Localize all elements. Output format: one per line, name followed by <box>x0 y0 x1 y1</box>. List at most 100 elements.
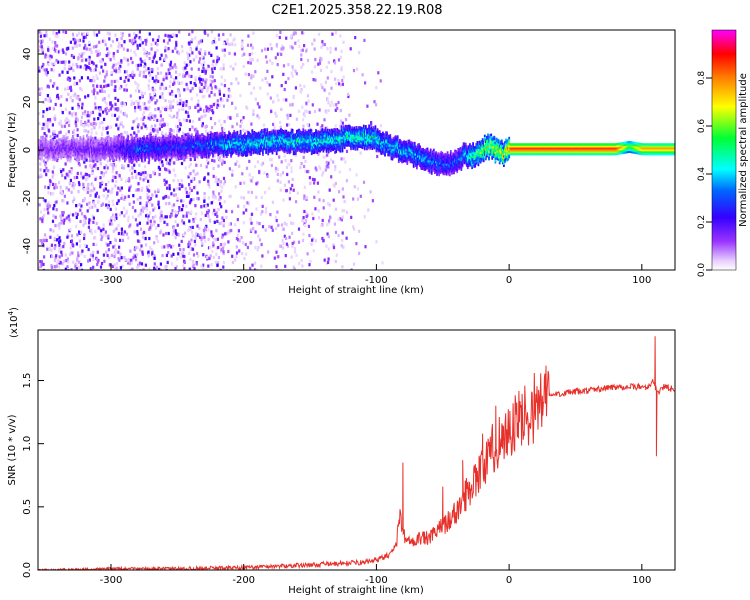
heatmap-cell <box>167 148 170 151</box>
heatmap-cell <box>221 127 224 131</box>
heatmap-cell <box>145 54 149 58</box>
heatmap-cell <box>40 149 42 152</box>
heatmap-cell <box>89 142 91 145</box>
heatmap-cell <box>217 245 220 250</box>
heatmap-cell <box>53 81 56 86</box>
heatmap-cell <box>69 227 72 232</box>
heatmap-cell <box>171 105 174 109</box>
heatmap-cell <box>184 133 187 137</box>
heatmap-cell <box>188 134 191 138</box>
heatmap-cell <box>304 220 308 224</box>
heatmap-cell <box>84 35 87 39</box>
heatmap-cell <box>101 151 104 154</box>
heatmap-cell <box>154 114 157 118</box>
heatmap-cell <box>245 166 249 170</box>
heatmap-cell <box>321 124 324 128</box>
heatmap-cell <box>67 188 70 192</box>
heatmap-cell <box>159 154 161 157</box>
heatmap-cell <box>99 181 102 186</box>
heatmap-cell <box>57 139 59 142</box>
heatmap-cell <box>110 139 112 142</box>
heatmap-cell <box>60 170 63 174</box>
heatmap-cell <box>166 260 169 265</box>
heatmap-cell <box>84 120 87 124</box>
heatmap-cell <box>142 159 145 163</box>
heatmap-cell <box>133 253 136 257</box>
heatmap-cell <box>85 150 88 153</box>
heatmap-cell <box>214 141 216 145</box>
heatmap-cell <box>60 151 63 154</box>
heatmap-cell <box>184 150 187 154</box>
heatmap-cell <box>205 140 208 144</box>
heatmap-cell <box>114 207 118 211</box>
heatmap-cell <box>171 49 174 53</box>
heatmap-cell <box>141 94 144 98</box>
heatmap-cell <box>144 143 146 147</box>
heatmap-cell <box>200 142 203 145</box>
heatmap-cell <box>163 146 166 149</box>
heatmap-cell <box>151 138 154 141</box>
heatmap-cell <box>116 192 119 196</box>
heatmap-cell <box>259 212 263 216</box>
heatmap-cell <box>222 261 225 265</box>
heatmap-cell <box>43 213 46 217</box>
heatmap-cell <box>86 65 89 69</box>
heatmap-cell <box>163 220 166 224</box>
heatmap-cell <box>234 258 237 262</box>
heatmap-cell <box>130 144 133 147</box>
heatmap-cell <box>67 174 70 178</box>
heatmap-cell <box>134 106 137 110</box>
heatmap-cell <box>57 147 59 150</box>
heatmap-cell <box>49 54 52 58</box>
heatmap-cell <box>235 77 238 81</box>
heatmap-cell <box>51 175 54 179</box>
heatmap-cell <box>149 138 152 141</box>
heatmap-cell <box>335 103 338 107</box>
heatmap-cell <box>178 142 180 145</box>
heatmap-cell <box>47 211 50 215</box>
heatmap-cell <box>60 141 63 145</box>
heatmap-cell <box>52 69 55 73</box>
heatmap-cell <box>210 133 212 136</box>
heatmap-cell <box>75 153 77 157</box>
heatmap-cell <box>138 221 141 225</box>
heatmap-cell <box>164 140 167 143</box>
heatmap-cell <box>133 156 136 159</box>
heatmap-cell <box>119 140 122 143</box>
heatmap-cell <box>181 151 184 154</box>
heatmap-cell <box>173 147 176 150</box>
heatmap-cell <box>194 144 196 148</box>
heatmap-cell <box>129 142 132 145</box>
heatmap-cell <box>247 61 250 65</box>
heatmap-cell <box>165 253 168 257</box>
heatmap-cell <box>154 267 157 270</box>
heatmap-cell <box>213 148 215 151</box>
heatmap-cell <box>139 154 142 158</box>
heatmap-cell <box>341 215 344 219</box>
heatmap-cell <box>86 176 89 180</box>
heatmap-cell <box>124 150 126 153</box>
heatmap-cell <box>153 147 156 150</box>
heatmap-cell <box>94 68 97 72</box>
heatmap-cell <box>143 52 146 56</box>
heatmap-cell <box>171 93 174 97</box>
heatmap-cell <box>117 144 120 147</box>
heatmap-cell <box>128 188 131 192</box>
heatmap-cell <box>109 157 111 160</box>
heatmap-cell <box>189 135 192 139</box>
heatmap-cell <box>250 212 254 216</box>
heatmap-cell <box>218 135 221 138</box>
heatmap-cell <box>128 145 130 149</box>
heatmap-cell <box>334 124 337 128</box>
heatmap-cell <box>41 65 44 69</box>
heatmap-cell <box>66 147 69 151</box>
heatmap-cell <box>203 140 206 143</box>
heatmap-cell <box>216 133 219 136</box>
heatmap-cell <box>203 235 206 239</box>
heatmap-cell <box>276 172 279 176</box>
heatmap-cell <box>165 144 168 148</box>
heatmap-cell <box>100 139 103 142</box>
heatmap-cell <box>80 144 83 147</box>
heatmap-cell <box>68 182 71 186</box>
heatmap-cell <box>201 152 204 155</box>
